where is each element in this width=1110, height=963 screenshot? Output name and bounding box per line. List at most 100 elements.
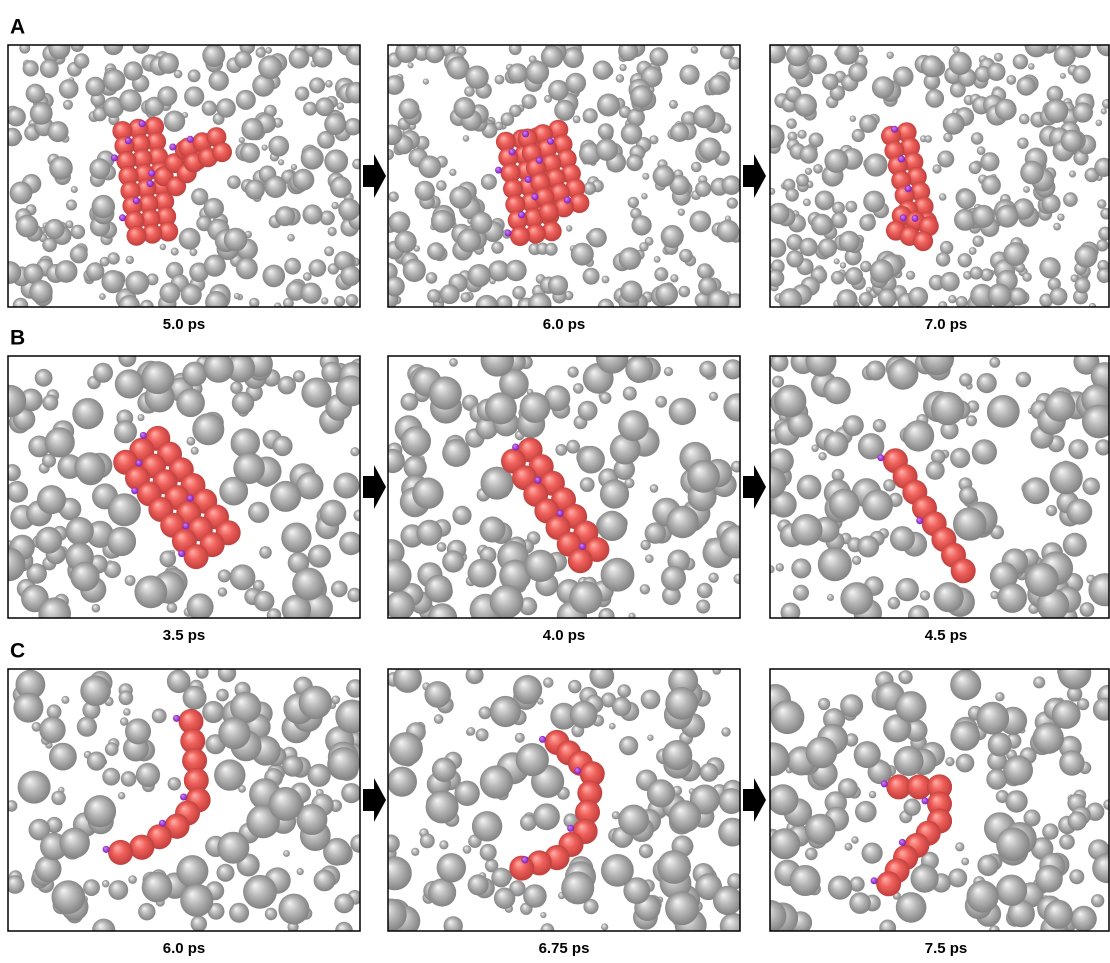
solvent-atom: [817, 238, 838, 258]
solvent-atom: [833, 258, 840, 265]
solvent-atom: [1022, 477, 1050, 505]
solvent-atom: [708, 391, 719, 401]
solvent-atom: [89, 158, 111, 180]
solvent-atom: [1096, 267, 1109, 284]
solvent-atom: [775, 563, 784, 572]
snapshot: [388, 45, 740, 307]
solvent-atom: [544, 242, 558, 256]
solvent-atom: [805, 847, 818, 861]
solvent-atom: [1096, 239, 1109, 252]
solvent-atom: [920, 55, 943, 78]
solvent-atom: [217, 569, 231, 583]
solvent-atom: [266, 608, 282, 618]
solvent-atom: [23, 263, 44, 284]
hydrogen-atom: [911, 214, 919, 222]
solvent-atom: [937, 150, 955, 168]
solvent-atom: [92, 918, 116, 931]
solvent-atom: [1060, 129, 1084, 152]
hydrogen-atom: [102, 845, 110, 853]
hydrogen-atom: [159, 819, 166, 827]
solvent-atom: [135, 762, 161, 788]
solvent-atom: [240, 142, 260, 163]
solvent-atom: [484, 392, 517, 425]
solvent-atom: [1025, 562, 1059, 597]
solvent-atom: [1070, 905, 1097, 931]
molecule-atom: [126, 225, 147, 246]
solvent-atom: [955, 753, 975, 773]
solvent-atom: [350, 447, 360, 457]
solvent-atom: [439, 284, 460, 305]
solvent-atom: [895, 892, 927, 923]
solvent-atom: [416, 519, 443, 546]
solvent-atom: [872, 419, 887, 433]
snapshot: [770, 45, 1109, 307]
solvent-atom: [462, 845, 472, 854]
solvent-atom: [961, 857, 970, 866]
hydrogen-atom: [508, 148, 516, 156]
solvent-atom: [282, 755, 304, 777]
solvent-atom: [345, 81, 360, 104]
solvent-atom: [388, 75, 405, 95]
solvent-atom: [566, 439, 580, 454]
solvent-atom: [599, 392, 612, 404]
solvent-atom: [233, 292, 241, 300]
solvent-atom: [990, 590, 999, 600]
solvent-atom: [103, 561, 121, 579]
solvent-atom: [618, 410, 649, 442]
solvent-atom: [698, 276, 717, 296]
solvent-atom: [1059, 750, 1085, 776]
hydrogen-atom: [534, 476, 542, 484]
solvent-atom: [253, 590, 275, 612]
solvent-atom: [845, 200, 858, 213]
solvent-atom: [679, 64, 700, 85]
solvent-atom: [274, 302, 282, 307]
solvent-atom: [484, 858, 499, 873]
hydrogen-atom: [521, 856, 529, 864]
solvent-atom: [479, 516, 506, 543]
molecule-atom: [509, 855, 535, 881]
solvent-atom: [1053, 45, 1076, 67]
solvent-atom: [849, 876, 865, 892]
solvent-atom: [51, 880, 86, 914]
solvent-atom: [478, 706, 492, 720]
solvent-atom: [831, 212, 848, 229]
solvent-atom: [649, 135, 659, 145]
solvent-atom: [995, 692, 1005, 702]
solvent-atom: [234, 50, 252, 69]
solvent-atom: [994, 98, 1017, 121]
solvent-atom: [229, 902, 250, 923]
solvent-atom: [609, 722, 616, 730]
solvent-atom: [966, 415, 977, 427]
solvent-atom: [548, 79, 569, 101]
solvent-atom: [281, 522, 312, 553]
solvent-atom: [707, 289, 730, 307]
solvent-atom: [770, 900, 787, 931]
solvent-atom: [80, 675, 111, 706]
solvent-atom: [93, 362, 113, 383]
solvent-atom: [615, 74, 625, 83]
solvent-atom: [849, 115, 856, 122]
solvent-atom: [868, 790, 877, 799]
solvent-atom: [597, 93, 620, 117]
solvent-atom: [44, 218, 65, 240]
solvent-atom: [412, 477, 444, 509]
solvent-atom: [828, 488, 860, 520]
molecule-atom: [541, 221, 562, 242]
solvent-atom: [716, 219, 740, 243]
molecule-atom: [206, 127, 227, 148]
solvent-atom: [935, 252, 951, 267]
solvent-atom: [425, 272, 438, 284]
solvent-atom: [167, 777, 181, 791]
solvent-atom: [1069, 170, 1076, 178]
molecule-atom: [567, 548, 593, 574]
solvent-atom: [140, 299, 154, 307]
molecule-atom: [142, 223, 163, 244]
solvent-atom: [657, 850, 691, 884]
solvent-atom: [479, 765, 513, 799]
solvent-atom: [418, 155, 442, 179]
solvent-atom: [649, 484, 659, 493]
solvent-atom: [630, 85, 653, 108]
solvent-atom: [950, 447, 971, 468]
solvent-atom: [822, 73, 839, 91]
